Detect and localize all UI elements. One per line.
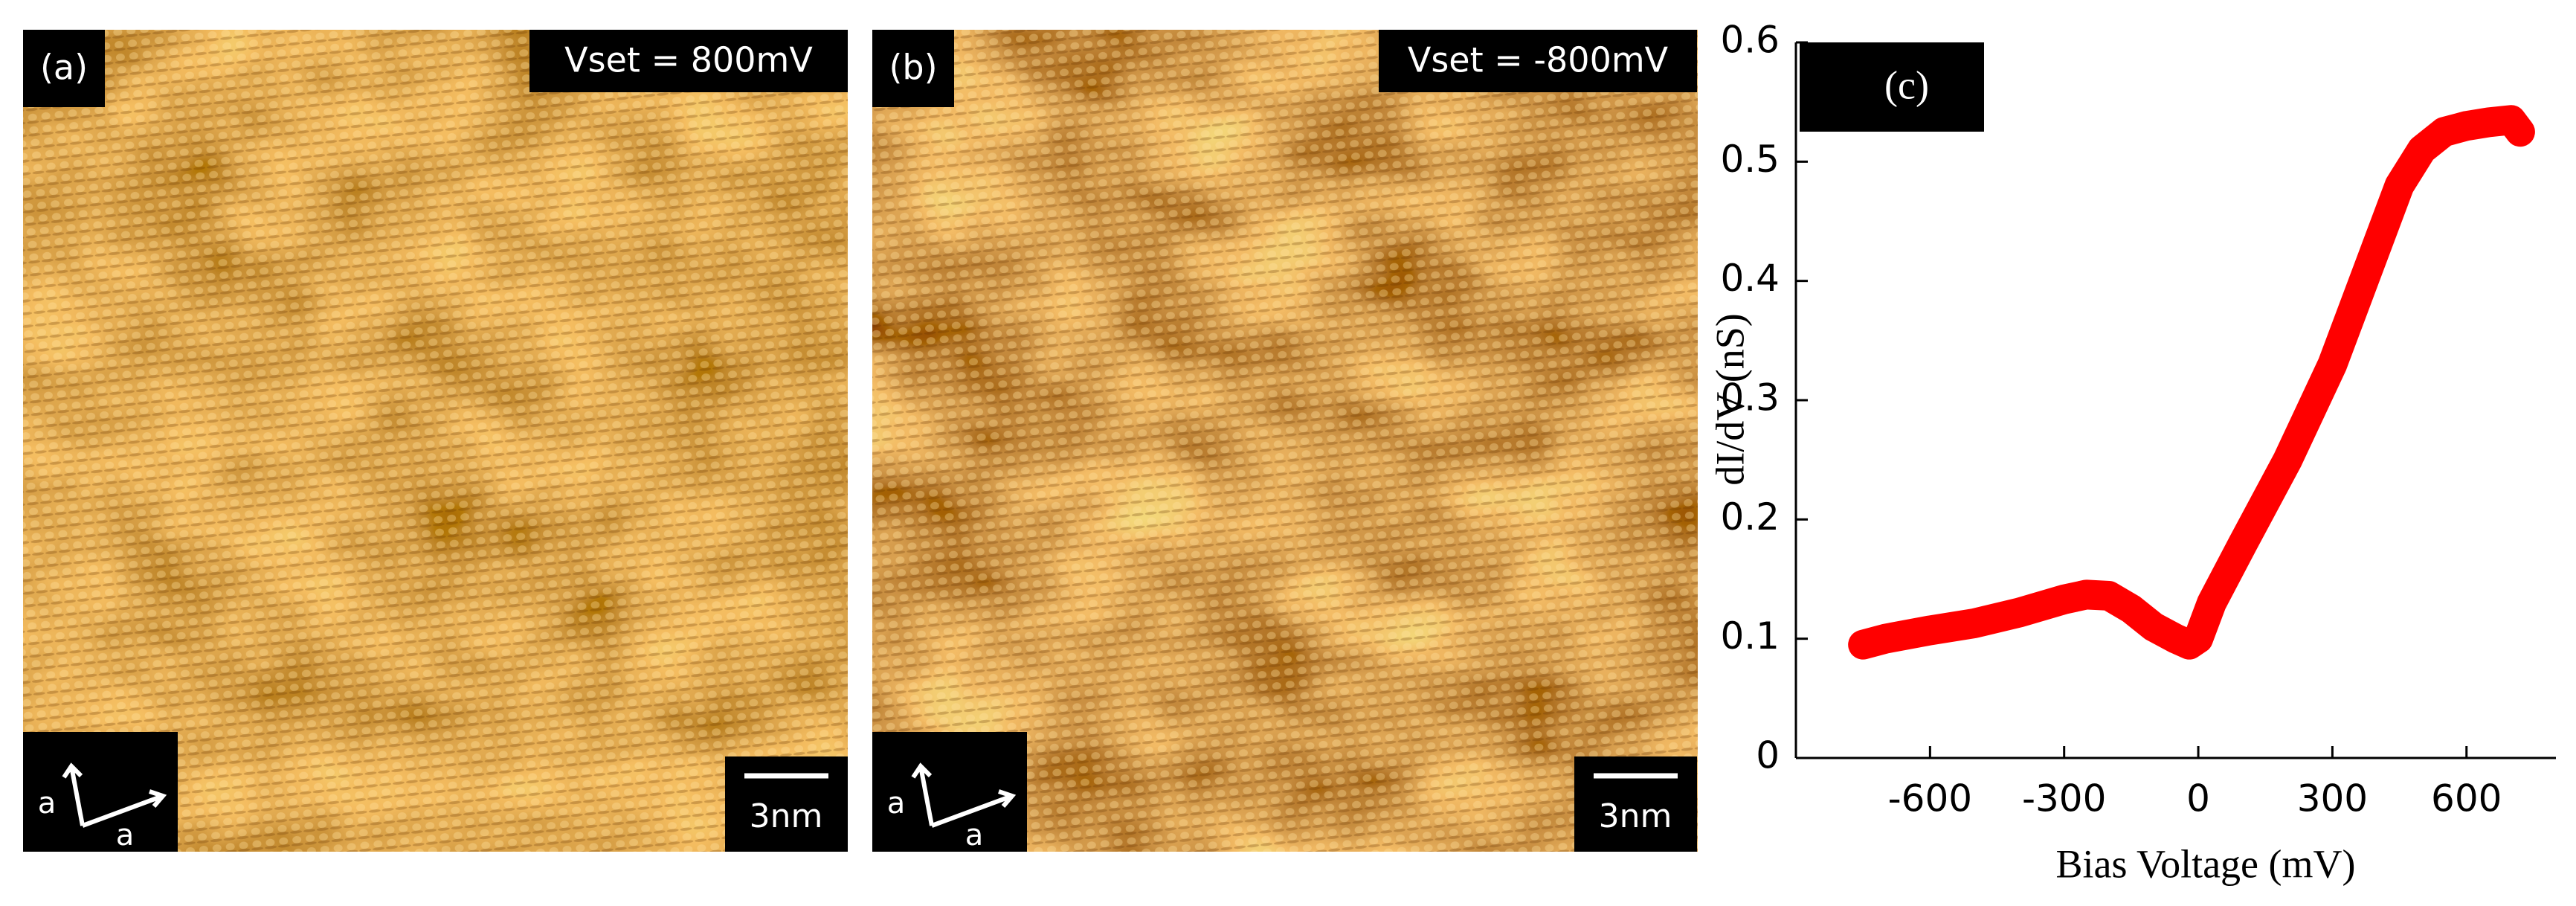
vset-box [529, 30, 848, 92]
x-tick-label: 600 [2431, 777, 2502, 820]
chart: 0 0.1 0.2 0.3 0.4 0.5 0.6 -600 -300 0 300 600 (c) Bia… [1707, 19, 2556, 886]
vset-label: Vset = 800mV [564, 40, 813, 80]
y-axis-label: dI/dV (nS) [1707, 313, 1752, 486]
lattice-label: a [887, 786, 906, 820]
x-tick-label: -300 [2022, 777, 2106, 820]
x-tick-label: 300 [2297, 777, 2368, 820]
vset-label: Vset = -800mV [1408, 40, 1669, 80]
lattice-arrows [62, 762, 167, 828]
panel-label: (b) [889, 48, 937, 88]
data-line [1848, 105, 2535, 660]
x-tick-label: 0 [2186, 777, 2210, 820]
stm-image-a [23, 30, 848, 852]
panel-label: (c) [1884, 62, 1929, 107]
label-box [23, 30, 105, 107]
vset-box [1379, 30, 1697, 92]
scale-label: 3nm [1599, 797, 1672, 835]
lattice-arrows [911, 762, 1017, 828]
lattice-label: a [116, 818, 135, 852]
panel-label-box [1800, 42, 1984, 132]
x-axis-label: Bias Voltage (mV) [2056, 841, 2356, 886]
label-box [872, 30, 954, 107]
scale-box [1574, 756, 1697, 852]
y-tick-label: 0.6 [1720, 19, 1780, 62]
stm-image-b [872, 30, 1698, 852]
y-tick-label: 0.3 [1720, 376, 1780, 420]
lattice-label: a [965, 818, 984, 852]
y-tick-label: 0.2 [1720, 495, 1780, 539]
x-tick-label: -600 [1888, 777, 1972, 820]
panel-label: (a) [40, 48, 88, 88]
y-tick-label: 0.5 [1720, 138, 1780, 181]
lattice-label: a [38, 786, 57, 820]
y-tick-label: 0.1 [1720, 614, 1780, 658]
scale-box [725, 756, 848, 852]
scale-label: 3nm [750, 797, 823, 835]
y-tick-label: 0.4 [1720, 257, 1780, 300]
y-tick-label: 0 [1756, 734, 1780, 777]
